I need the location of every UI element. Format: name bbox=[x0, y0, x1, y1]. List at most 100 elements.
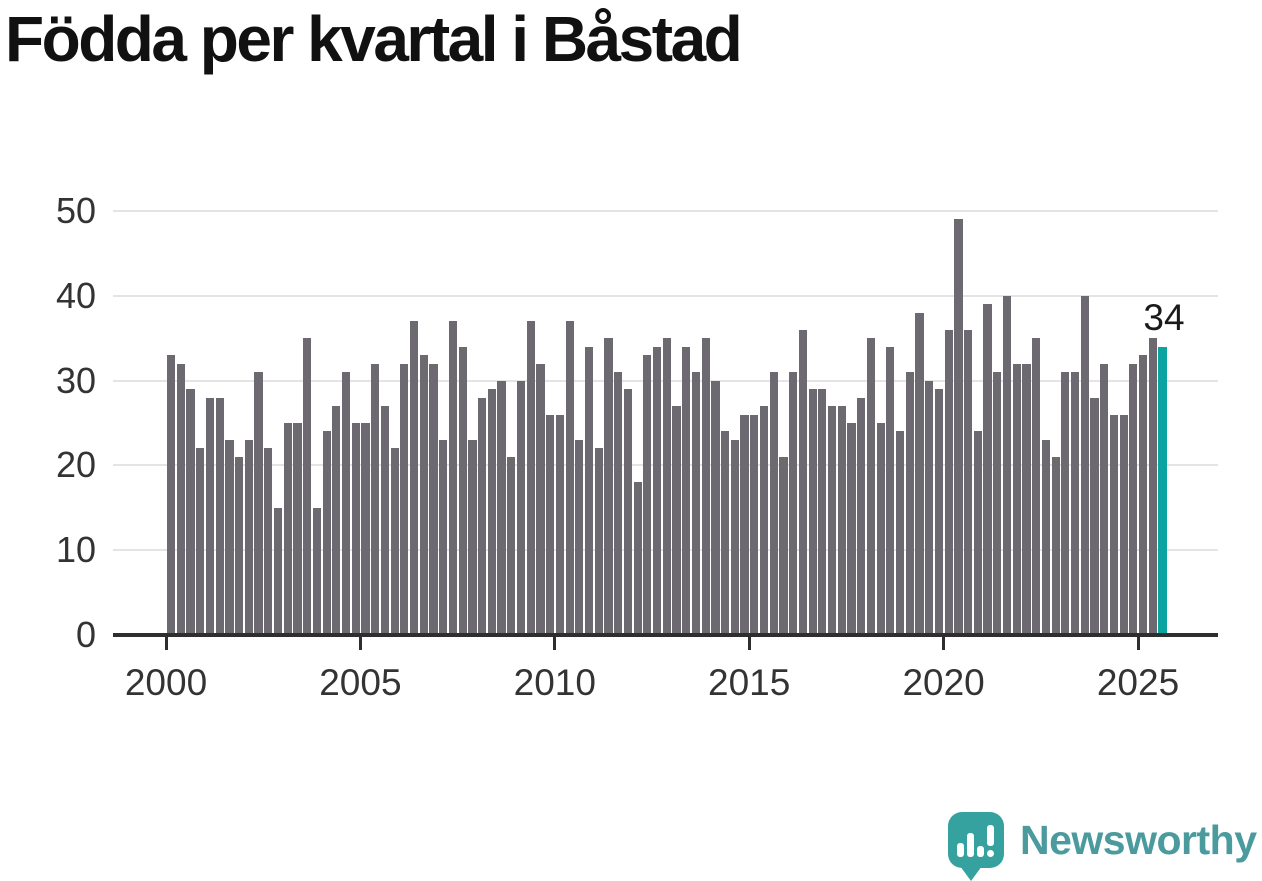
y-axis-label-10: 10 bbox=[55, 529, 96, 571]
newsworthy-logo-icon bbox=[948, 812, 1004, 881]
bar bbox=[1148, 338, 1157, 635]
bar bbox=[886, 346, 895, 635]
bar bbox=[954, 219, 963, 635]
y-axis-label-30: 30 bbox=[55, 359, 96, 401]
last-value-annotation: 34 bbox=[1143, 297, 1185, 338]
bar bbox=[944, 329, 953, 635]
bar bbox=[254, 372, 263, 635]
bar bbox=[1090, 397, 1099, 635]
bar bbox=[653, 346, 662, 635]
bar bbox=[993, 372, 1002, 635]
bar bbox=[1109, 414, 1119, 635]
bar bbox=[458, 346, 467, 635]
bar bbox=[186, 389, 195, 635]
y-axis-label-0: 0 bbox=[75, 614, 96, 655]
x-axis-label-2015: 2015 bbox=[708, 662, 791, 703]
bar bbox=[808, 389, 817, 635]
bar bbox=[526, 321, 535, 635]
x-axis-label-2020: 2020 bbox=[902, 662, 985, 703]
logo-bubble-tail bbox=[960, 866, 982, 881]
bar bbox=[235, 456, 244, 635]
bar bbox=[1022, 363, 1031, 635]
bar bbox=[419, 355, 428, 635]
bar bbox=[380, 406, 390, 635]
bar bbox=[662, 338, 671, 635]
x-axis-label-2005: 2005 bbox=[319, 662, 402, 703]
bar bbox=[584, 346, 594, 635]
bar bbox=[351, 423, 360, 635]
bar bbox=[682, 346, 691, 635]
x-axis-baseline bbox=[113, 633, 1218, 637]
bar bbox=[322, 431, 331, 635]
bar bbox=[1032, 338, 1041, 635]
bar bbox=[1080, 295, 1089, 635]
bar bbox=[1061, 372, 1070, 635]
bar bbox=[536, 363, 545, 635]
bar bbox=[915, 312, 924, 635]
bar bbox=[312, 507, 321, 635]
x-axis-tick-2015 bbox=[747, 637, 751, 650]
logo-mini-bar-3 bbox=[977, 846, 984, 857]
bar bbox=[565, 321, 574, 635]
bar bbox=[516, 380, 526, 635]
x-axis-tick-2010 bbox=[553, 637, 557, 650]
x-axis-tick-2005 bbox=[358, 637, 362, 650]
bar bbox=[730, 439, 739, 635]
brand-footer: Newsworthy bbox=[948, 812, 1257, 881]
bar bbox=[205, 397, 215, 635]
bar bbox=[672, 406, 681, 635]
bar bbox=[934, 389, 944, 635]
x-axis-tick-2025 bbox=[1136, 637, 1140, 650]
bar bbox=[361, 423, 370, 635]
bar bbox=[721, 431, 730, 635]
bar bbox=[779, 456, 788, 635]
bar bbox=[225, 439, 234, 635]
bar bbox=[740, 414, 749, 635]
bar bbox=[896, 431, 905, 635]
bar bbox=[594, 448, 603, 635]
bar bbox=[633, 482, 642, 635]
bar bbox=[371, 363, 380, 635]
logo-exclamation-bar bbox=[987, 825, 994, 846]
bar bbox=[575, 439, 584, 635]
bar bbox=[507, 456, 516, 635]
bar bbox=[341, 372, 351, 635]
bar bbox=[1002, 295, 1012, 635]
brand-name: Newsworthy bbox=[1020, 816, 1257, 863]
bar bbox=[1119, 414, 1128, 635]
bar bbox=[546, 414, 555, 635]
bar bbox=[244, 439, 253, 635]
y-axis-label-50: 50 bbox=[55, 190, 96, 231]
bar bbox=[283, 423, 292, 635]
bar bbox=[798, 329, 807, 635]
y-axis-label-20: 20 bbox=[55, 444, 96, 486]
bar bbox=[837, 406, 846, 635]
bar bbox=[1100, 363, 1109, 635]
bar bbox=[497, 380, 506, 635]
bar bbox=[847, 423, 856, 635]
bar bbox=[614, 372, 623, 635]
bar bbox=[293, 423, 302, 635]
gridline-50 bbox=[113, 210, 1218, 212]
bar bbox=[390, 448, 399, 635]
bar bbox=[478, 397, 487, 635]
bar bbox=[973, 431, 982, 635]
bar bbox=[448, 321, 458, 635]
bar bbox=[827, 406, 837, 635]
x-axis-tick-2000 bbox=[164, 637, 168, 650]
bar bbox=[429, 363, 438, 635]
x-axis-label-2025: 2025 bbox=[1096, 662, 1180, 703]
bar bbox=[1041, 439, 1050, 635]
bar bbox=[439, 439, 448, 635]
bar bbox=[468, 439, 477, 635]
bar bbox=[303, 338, 312, 635]
bar bbox=[623, 389, 633, 635]
bar bbox=[691, 372, 701, 635]
bar bbox=[410, 321, 419, 635]
bar bbox=[273, 507, 283, 635]
gridline-40 bbox=[113, 294, 1218, 297]
logo-mini-bar-1 bbox=[957, 843, 964, 857]
bar bbox=[264, 448, 273, 635]
bar bbox=[487, 389, 496, 635]
bar bbox=[964, 329, 973, 635]
